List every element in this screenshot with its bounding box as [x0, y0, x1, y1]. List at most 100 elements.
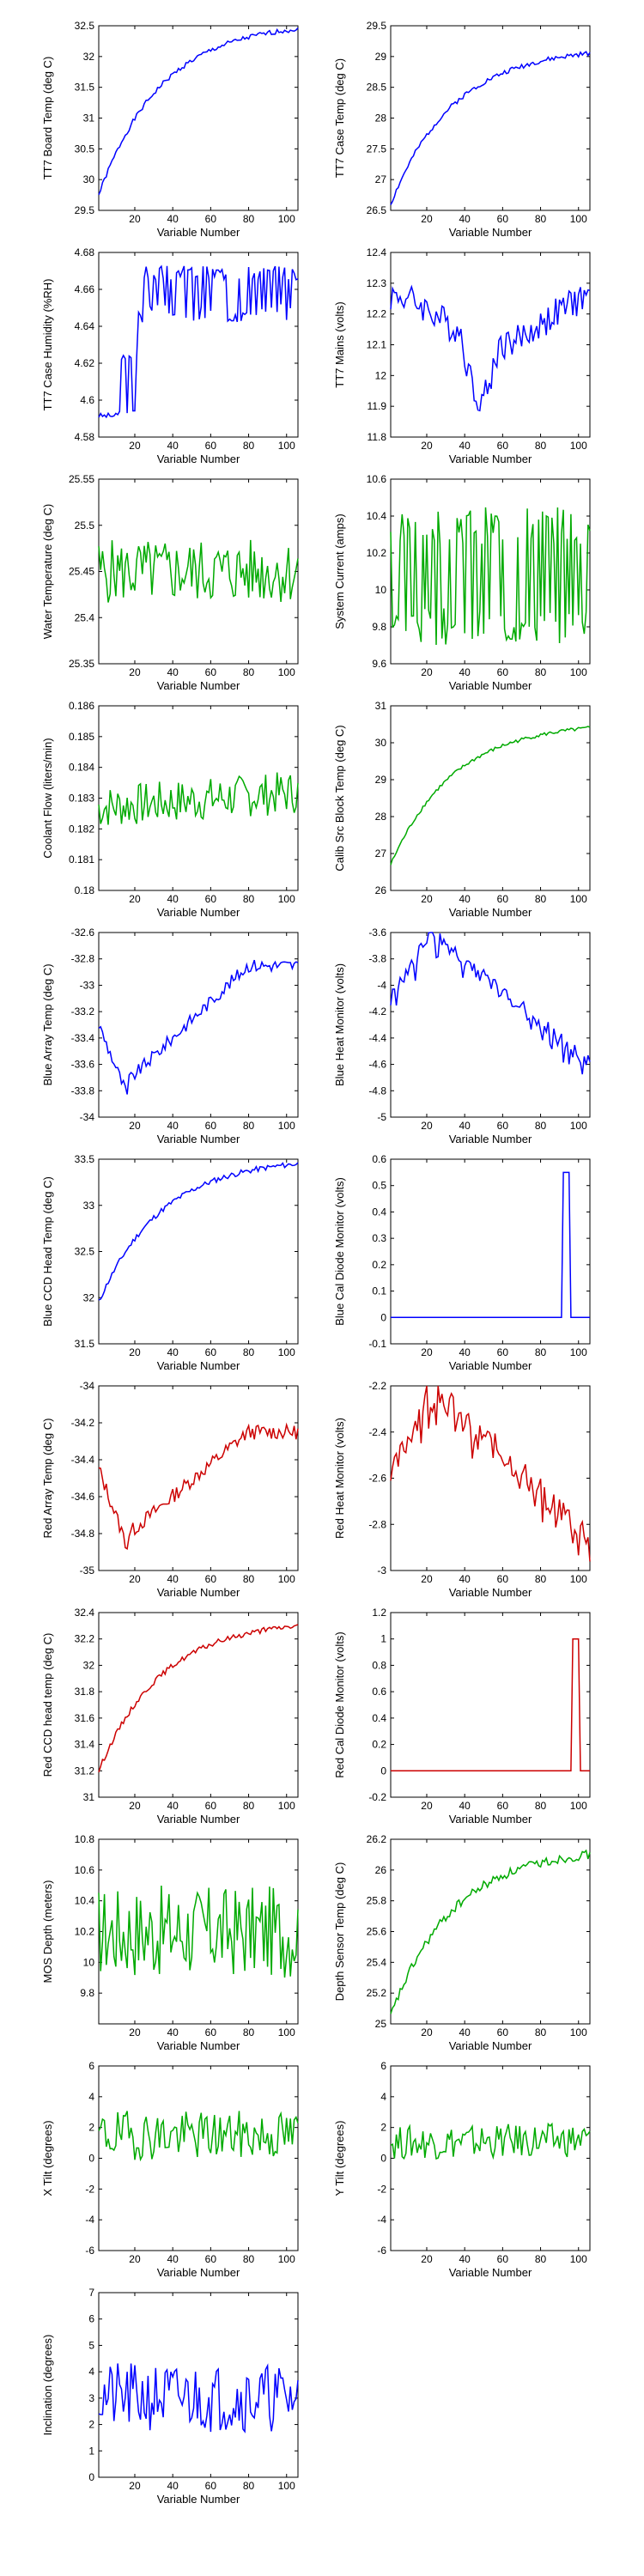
- series-line: [98, 1624, 299, 1773]
- chart-panel: 20 40 60 80 100 26.5 27 27.5 28 28.5 29 29.5 Variabl…: [333, 20, 591, 239]
- y-tick-label: 25.8: [367, 1895, 387, 1907]
- x-tick-label: 80: [535, 1120, 547, 1132]
- chart-panel: 20 40 60 80 100 -0.2 0 0.2 0.4 0.6 0.8 1 1.2 Variable…: [333, 1607, 591, 1826]
- y-tick-label: 30: [375, 737, 387, 749]
- x-tick-label: 80: [243, 2026, 255, 2038]
- series-line: [98, 2111, 299, 2162]
- y-tick-label: 0.186: [69, 700, 94, 712]
- chart-panel: 20 40 60 80 100 31 31.2 31.4 31.6 31.8 32 32.2 32.4 V…: [41, 1607, 299, 1826]
- y-tick-label: 32.2: [75, 1633, 95, 1645]
- x-tick-label: 100: [278, 1346, 295, 1358]
- y-tick-label: 3: [88, 2392, 94, 2404]
- y-tick-label: -2.6: [368, 1473, 386, 1485]
- x-tick-label: 100: [570, 1573, 587, 1585]
- x-tick-label: 60: [205, 213, 217, 225]
- y-tick-label: 11.8: [368, 431, 387, 443]
- y-tick-label: -0.2: [368, 1791, 386, 1803]
- y-tick-label: -2.8: [368, 1518, 386, 1530]
- x-tick-label: 40: [167, 1346, 179, 1358]
- y-tick-label: 0.6: [372, 1686, 386, 1698]
- plot-frame: [98, 932, 299, 1118]
- x-axis-label: Variable Number: [449, 1813, 532, 1826]
- x-tick-label: 20: [421, 893, 433, 905]
- x-tick-label: 80: [535, 666, 547, 678]
- y-tick-label: 12.1: [367, 339, 387, 351]
- x-tick-label: 80: [243, 213, 255, 225]
- y-tick-label: 10.2: [367, 547, 387, 559]
- x-tick-label: 80: [535, 2253, 547, 2265]
- x-tick-label: 40: [459, 666, 471, 678]
- x-tick-label: 20: [129, 1346, 141, 1358]
- y-tick-label: 0: [88, 2153, 94, 2165]
- x-tick-label: 20: [421, 1346, 433, 1358]
- y-axis-label: Red CCD head temp (deg C): [41, 1633, 54, 1777]
- y-tick-label: 32.4: [75, 1607, 95, 1619]
- x-tick-label: 20: [129, 1573, 141, 1585]
- y-axis-label: Coolant Flow (liters/min): [41, 738, 54, 858]
- x-axis-label: Variable Number: [157, 1133, 240, 1145]
- y-tick-label: 0.183: [69, 793, 94, 805]
- x-tick-label: 40: [459, 1346, 471, 1358]
- y-tick-label: 6: [88, 2060, 94, 2072]
- y-tick-label: 29: [375, 51, 387, 63]
- y-axis-label: Inclination (degrees): [41, 2335, 54, 2436]
- y-tick-label: 31.4: [75, 1739, 95, 1751]
- x-tick-label: 60: [497, 1800, 509, 1812]
- x-tick-label: 40: [459, 1573, 471, 1585]
- y-tick-label: -35: [80, 1564, 95, 1577]
- x-tick-label: 80: [243, 1573, 255, 1585]
- y-tick-label: -6: [377, 2245, 386, 2257]
- x-tick-label: 80: [243, 666, 255, 678]
- y-tick-label: -33.2: [71, 1005, 95, 1018]
- y-axis-label: Red Cal Diode Monitor (volts): [333, 1631, 346, 1778]
- y-tick-label: 0: [380, 2153, 386, 2165]
- y-tick-label: -34: [80, 1111, 95, 1123]
- x-tick-label: 20: [129, 893, 141, 905]
- x-tick-label: 20: [421, 1573, 433, 1585]
- chart-panel: 20 40 60 80 100 -5 -4.8 -4.6 -4.4 -4.2 -4 -3.8 -3.6 V…: [333, 927, 591, 1145]
- y-tick-label: 0.1: [372, 1285, 386, 1297]
- x-tick-label: 40: [167, 440, 179, 452]
- y-tick-label: 26: [375, 884, 387, 896]
- chart-panel: 20 40 60 80 100 26 27 28 29 30 31 Variable Number Ca…: [333, 700, 591, 919]
- series-line: [98, 1162, 299, 1301]
- y-tick-label: 0.2: [372, 1259, 386, 1271]
- y-tick-label: -34.6: [71, 1491, 95, 1503]
- y-tick-label: 2: [380, 2122, 386, 2134]
- y-tick-label: 25.4: [75, 611, 95, 623]
- x-axis-label: Variable Number: [157, 226, 240, 239]
- x-tick-label: 60: [497, 666, 509, 678]
- plot-frame: [98, 25, 299, 211]
- y-tick-label: 33: [83, 1200, 95, 1212]
- x-axis-label: Variable Number: [449, 1586, 532, 1599]
- y-tick-label: 32: [83, 51, 95, 63]
- y-tick-label: -33.4: [71, 1032, 95, 1044]
- y-tick-label: 0.4: [372, 1712, 386, 1724]
- y-tick-label: 25.55: [69, 473, 94, 485]
- y-tick-label: 5: [88, 2339, 94, 2351]
- y-tick-label: 29.5: [367, 20, 387, 32]
- x-axis-label: Variable Number: [157, 1813, 240, 1826]
- x-tick-label: 60: [205, 666, 217, 678]
- y-tick-label: 0.181: [69, 854, 94, 866]
- chart-panel: 20 40 60 80 100 11.8 11.9 12 12.1 12.2 12.3 12.4 Var…: [333, 246, 591, 465]
- y-tick-label: 10: [375, 584, 387, 596]
- y-tick-label: 0.185: [69, 731, 94, 743]
- plot-frame: [98, 252, 299, 438]
- y-axis-label: System Current (amps): [333, 513, 346, 629]
- y-tick-label: -34.4: [71, 1454, 95, 1466]
- x-tick-label: 20: [421, 1800, 433, 1812]
- chart-panel: 20 40 60 80 100 25 25.2 25.4 25.6 25.8 26 26.2 Varia…: [333, 1833, 591, 2052]
- y-tick-label: 30.5: [75, 143, 95, 155]
- x-axis-label: Variable Number: [157, 453, 240, 465]
- y-tick-label: 12.2: [367, 308, 387, 320]
- plot-frame: [390, 478, 591, 665]
- y-axis-label: TT7 Mains (volts): [333, 301, 346, 387]
- plot-frame: [98, 705, 299, 891]
- plot-frame: [390, 705, 591, 891]
- y-tick-label: -4: [377, 2214, 386, 2226]
- x-tick-label: 100: [278, 2253, 295, 2265]
- y-tick-label: -2.2: [368, 1380, 386, 1392]
- y-tick-label: 2: [88, 2419, 94, 2431]
- series-line: [98, 539, 299, 603]
